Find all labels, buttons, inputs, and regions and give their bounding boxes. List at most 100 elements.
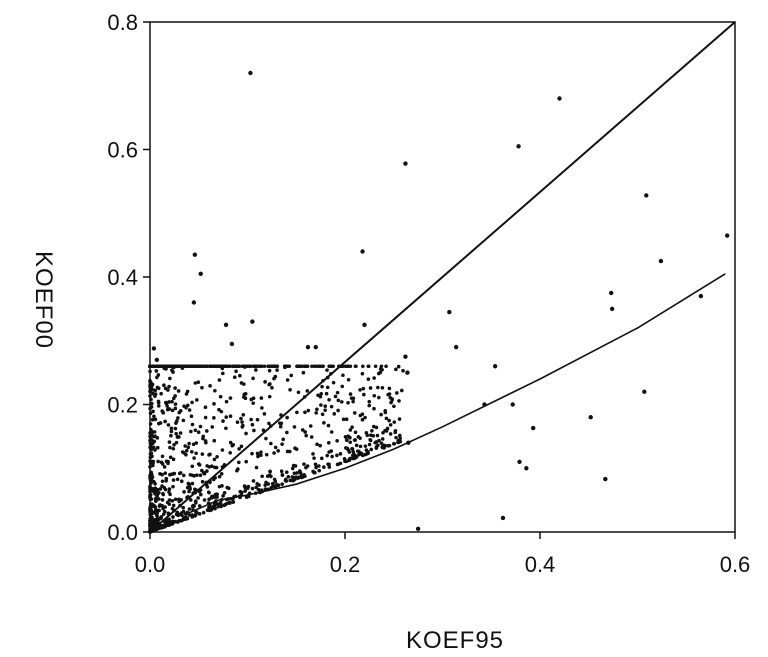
scatter-point xyxy=(268,382,272,386)
scatter-point xyxy=(148,364,153,369)
scatter-point xyxy=(189,429,193,434)
scatter-point xyxy=(350,453,355,458)
scatter-point xyxy=(348,392,353,396)
trend-line xyxy=(188,273,726,514)
scatter-point xyxy=(208,384,212,388)
scatter-point xyxy=(184,392,189,396)
scatter-point xyxy=(229,341,235,347)
scatter-point xyxy=(182,404,186,408)
scatter-point xyxy=(588,415,593,420)
scatter-point xyxy=(279,469,284,474)
scatter-point xyxy=(314,465,318,470)
scatter-point xyxy=(179,518,184,523)
scatter-point xyxy=(172,442,176,447)
x-tick-label: 0.6 xyxy=(720,552,751,577)
scatter-point xyxy=(250,319,255,324)
scatter-point xyxy=(153,392,158,396)
scatter-point xyxy=(170,408,175,413)
scatter-point xyxy=(149,405,154,409)
scatter-point xyxy=(267,364,272,369)
scatter-point xyxy=(166,388,170,392)
scatter-point xyxy=(338,452,343,456)
scatter-point xyxy=(387,418,391,423)
scatter-point xyxy=(315,442,319,447)
y-tick-label: 0.6 xyxy=(107,138,138,163)
scatter-point xyxy=(159,516,163,520)
scatter-point xyxy=(215,495,219,499)
scatter-point xyxy=(343,435,348,439)
scatter-point xyxy=(291,478,295,483)
scatter-point xyxy=(524,466,529,471)
scatter-point xyxy=(370,428,374,433)
scatter-point xyxy=(205,485,210,489)
scatter-point xyxy=(178,431,183,435)
scatter-point xyxy=(353,430,358,435)
scatter-point xyxy=(159,460,164,465)
scatter-point xyxy=(378,370,383,375)
scatter-point xyxy=(326,441,331,445)
scatter-point xyxy=(698,293,704,299)
x-tick-label: 0.4 xyxy=(525,552,556,577)
scatter-point xyxy=(154,520,159,525)
scatter-point xyxy=(181,509,186,514)
scatter-point xyxy=(323,408,327,412)
scatter-point xyxy=(259,396,264,400)
scatter-point xyxy=(339,400,344,404)
scatter-point xyxy=(183,364,188,369)
scatter-point xyxy=(148,481,153,486)
scatter-point xyxy=(318,394,323,399)
scatter-point xyxy=(152,414,156,419)
scatter-point xyxy=(335,390,340,395)
scatter-point xyxy=(346,377,351,382)
scatter-point xyxy=(305,344,311,350)
scatter-point xyxy=(313,344,318,350)
scatter-point xyxy=(372,376,376,380)
scatter-point xyxy=(237,447,241,451)
scatter-point xyxy=(392,441,397,446)
scatter-point xyxy=(262,364,267,369)
scatter-point xyxy=(397,417,402,421)
scatter-point xyxy=(269,441,273,446)
scatter-point xyxy=(197,504,202,508)
scatter-point xyxy=(346,364,350,369)
scatter-point xyxy=(167,519,171,524)
scatter-point xyxy=(168,364,173,369)
scatter-point xyxy=(387,386,392,391)
scatter-point xyxy=(192,252,198,257)
scatter-point xyxy=(392,404,396,409)
scatter-point xyxy=(148,384,152,389)
scatter-point xyxy=(192,473,197,478)
scatter-point xyxy=(341,373,345,378)
scatter-point xyxy=(398,439,403,444)
scatter-point xyxy=(165,404,169,408)
scatter-point xyxy=(237,460,241,465)
scatter-point xyxy=(155,385,160,390)
scatter-point xyxy=(228,450,233,455)
scatter-point xyxy=(329,364,333,369)
scatter-point xyxy=(316,364,321,369)
scatter-point xyxy=(315,407,319,412)
scatter-point xyxy=(219,471,224,476)
scatter-point xyxy=(148,512,153,517)
scatter-point xyxy=(187,513,192,517)
scatter-point xyxy=(333,394,338,399)
scatter-point xyxy=(326,423,331,428)
scatter-point xyxy=(314,411,319,415)
scatter-point xyxy=(171,370,175,374)
scatter-point xyxy=(198,271,203,277)
scatter-point xyxy=(351,399,355,404)
scatter-point xyxy=(405,370,410,375)
scatter-point xyxy=(198,473,203,478)
scatter-point xyxy=(148,434,152,439)
scatter-point xyxy=(197,512,202,516)
scatter-point xyxy=(150,441,155,446)
scatter-point xyxy=(362,322,367,328)
scatter-point xyxy=(516,144,521,149)
scatter-point xyxy=(170,498,175,503)
scatter-point xyxy=(367,399,372,404)
scatter-point xyxy=(202,471,207,476)
scatter-point xyxy=(148,445,152,450)
scatter-point xyxy=(287,449,292,454)
scatter-point xyxy=(168,492,172,497)
scatter-point xyxy=(251,376,255,381)
